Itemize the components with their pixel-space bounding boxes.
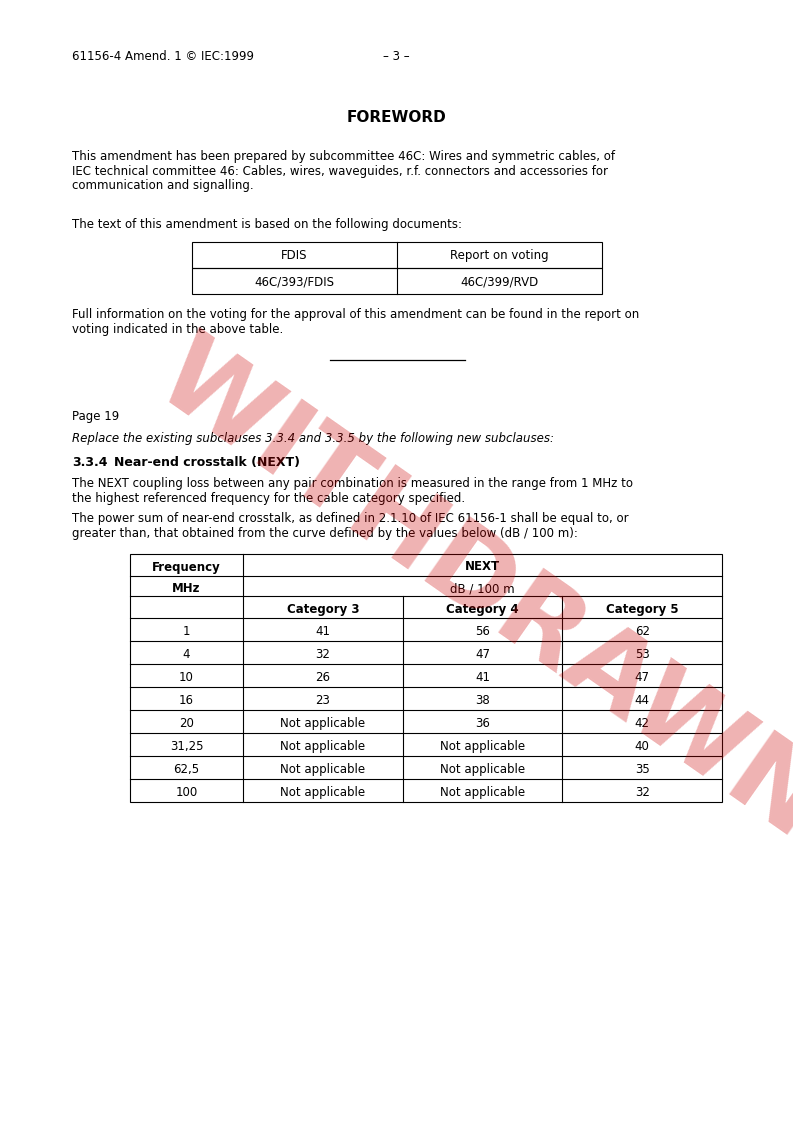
Text: Near-end crosstalk (NEXT): Near-end crosstalk (NEXT): [114, 456, 300, 469]
Text: 41: 41: [316, 625, 331, 638]
Bar: [192, 268, 602, 294]
Text: Category 4: Category 4: [446, 603, 519, 616]
Text: 46C/393/FDIS: 46C/393/FDIS: [255, 275, 335, 288]
Text: 56: 56: [475, 625, 490, 638]
Text: 42: 42: [634, 717, 649, 730]
Text: 1: 1: [182, 625, 190, 638]
Text: 4: 4: [182, 649, 190, 661]
Text: 36: 36: [475, 717, 490, 730]
Text: Not applicable: Not applicable: [280, 717, 366, 730]
Text: Not applicable: Not applicable: [280, 741, 366, 753]
Bar: [130, 554, 722, 802]
Text: 46C/399/RVD: 46C/399/RVD: [461, 275, 538, 288]
Text: Replace the existing subclauses 3.3.4 and 3.3.5 by the following new subclauses:: Replace the existing subclauses 3.3.4 an…: [72, 432, 554, 445]
Text: dB / 100 m: dB / 100 m: [450, 582, 515, 595]
Text: MHz: MHz: [172, 582, 201, 595]
Text: Full information on the voting for the approval of this amendment can be found i: Full information on the voting for the a…: [72, 309, 639, 321]
Text: FDIS: FDIS: [282, 249, 308, 263]
Bar: [192, 242, 602, 268]
Text: communication and signalling.: communication and signalling.: [72, 180, 254, 192]
Text: Page 19: Page 19: [72, 410, 119, 423]
Text: 44: 44: [634, 695, 649, 707]
Text: 62: 62: [634, 625, 649, 638]
Text: NEXT: NEXT: [465, 560, 500, 573]
Text: Not applicable: Not applicable: [440, 763, 525, 776]
Text: greater than, that obtained from the curve defined by the values below (dB / 100: greater than, that obtained from the cur…: [72, 526, 578, 540]
Text: 38: 38: [475, 695, 490, 707]
Text: 16: 16: [179, 695, 194, 707]
Text: FOREWORD: FOREWORD: [346, 110, 446, 125]
Text: 20: 20: [179, 717, 194, 730]
Text: – 3 –: – 3 –: [383, 50, 409, 63]
Text: Frequency: Frequency: [152, 561, 221, 574]
Text: This amendment has been prepared by subcommittee 46C: Wires and symmetric cables: This amendment has been prepared by subc…: [72, 150, 615, 163]
Text: 3.3.4: 3.3.4: [72, 456, 108, 469]
Text: The text of this amendment is based on the following documents:: The text of this amendment is based on t…: [72, 218, 462, 231]
Text: Not applicable: Not applicable: [280, 787, 366, 799]
Text: the highest referenced frequency for the cable category specified.: the highest referenced frequency for the…: [72, 491, 465, 505]
Text: 32: 32: [634, 787, 649, 799]
Text: 41: 41: [475, 671, 490, 684]
Text: 26: 26: [316, 671, 331, 684]
Text: The NEXT coupling loss between any pair combination is measured in the range fro: The NEXT coupling loss between any pair …: [72, 477, 633, 490]
Text: 47: 47: [475, 649, 490, 661]
Text: WITHDRAWN: WITHDRAWN: [137, 323, 793, 862]
Text: 100: 100: [175, 787, 197, 799]
Text: Category 3: Category 3: [286, 603, 359, 616]
Text: 10: 10: [179, 671, 194, 684]
Text: 62,5: 62,5: [174, 763, 200, 776]
Text: 53: 53: [634, 649, 649, 661]
Text: Not applicable: Not applicable: [440, 741, 525, 753]
Text: 47: 47: [634, 671, 649, 684]
Text: Not applicable: Not applicable: [440, 787, 525, 799]
Text: 23: 23: [316, 695, 330, 707]
Text: Not applicable: Not applicable: [280, 763, 366, 776]
Text: Category 5: Category 5: [606, 603, 679, 616]
Text: The power sum of near-end crosstalk, as defined in 2.1.10 of IEC 61156-1 shall b: The power sum of near-end crosstalk, as …: [72, 512, 629, 525]
Text: 31,25: 31,25: [170, 741, 203, 753]
Text: Report on voting: Report on voting: [450, 249, 549, 263]
Text: 61156-4 Amend. 1 © IEC:1999: 61156-4 Amend. 1 © IEC:1999: [72, 50, 254, 63]
Text: 32: 32: [316, 649, 330, 661]
Text: 40: 40: [634, 741, 649, 753]
Text: voting indicated in the above table.: voting indicated in the above table.: [72, 322, 283, 335]
Text: 35: 35: [634, 763, 649, 776]
Text: IEC technical committee 46: Cables, wires, waveguides, r.f. connectors and acces: IEC technical committee 46: Cables, wire…: [72, 165, 608, 177]
